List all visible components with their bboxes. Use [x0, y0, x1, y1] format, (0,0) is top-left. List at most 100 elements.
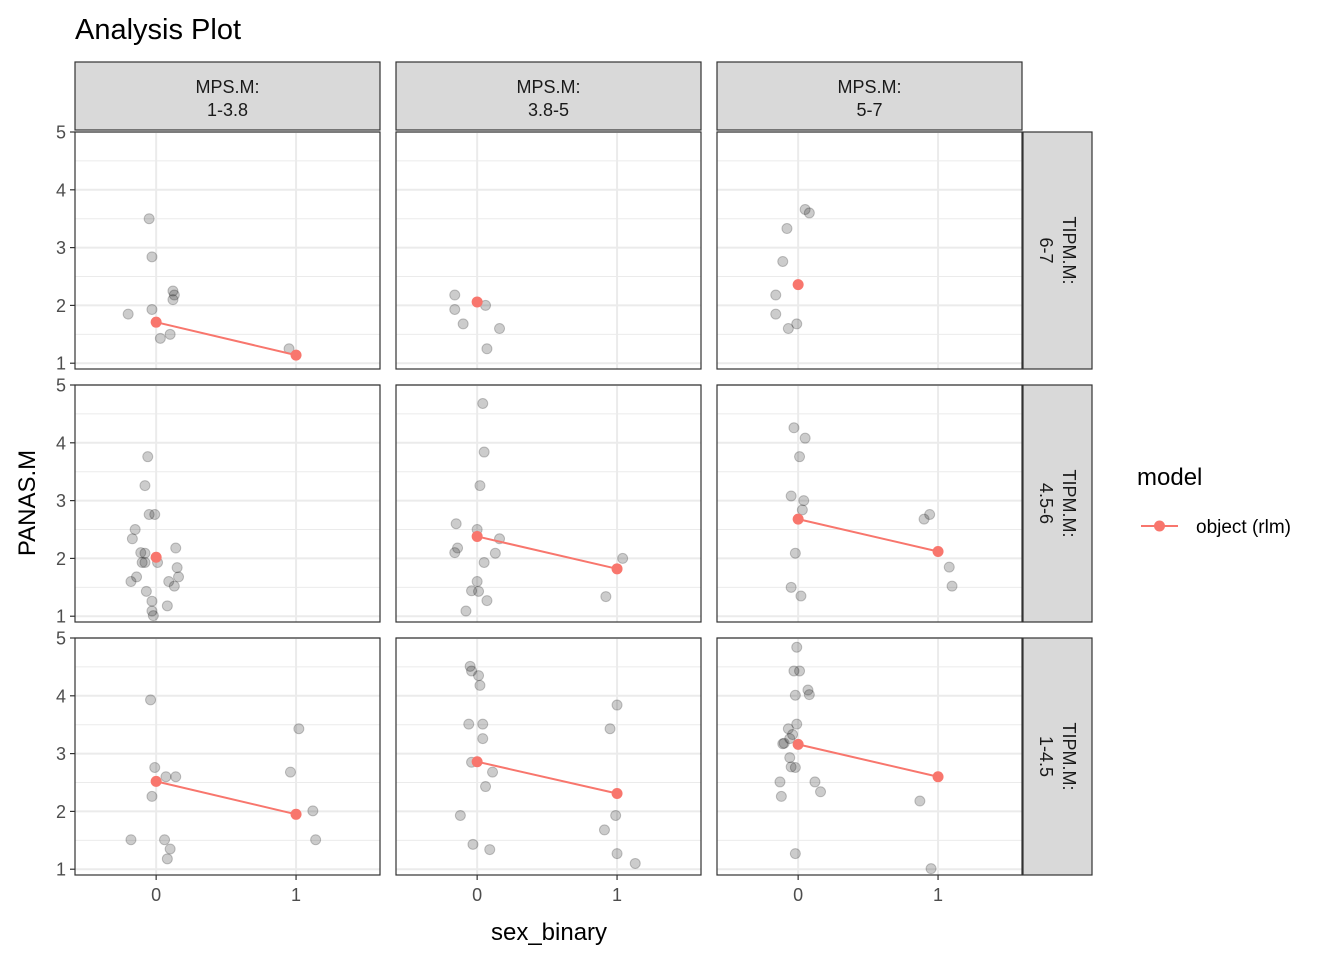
- data-point: [449, 289, 461, 301]
- column-strip-label: 3.8-5: [528, 100, 569, 120]
- model-point: [290, 349, 302, 361]
- legend-entry-label: object (rlm): [1196, 517, 1291, 538]
- x-tick-label: 1: [933, 885, 943, 905]
- y-tick-label: 1: [56, 860, 66, 880]
- data-point: [781, 223, 793, 235]
- row-strip: [1022, 131, 1093, 370]
- panel: [716, 131, 1023, 370]
- data-point: [799, 203, 811, 215]
- x-tick-label: 1: [291, 885, 301, 905]
- data-point: [802, 684, 814, 696]
- data-point: [136, 556, 148, 568]
- panel: [716, 637, 1023, 876]
- data-point: [449, 547, 461, 559]
- model-point: [792, 513, 804, 525]
- data-point: [146, 790, 158, 802]
- data-point: [925, 863, 937, 875]
- data-point: [307, 805, 319, 817]
- data-point: [481, 595, 493, 607]
- y-tick-label: 4: [56, 433, 66, 453]
- column-strip: [74, 61, 381, 131]
- data-point: [146, 605, 158, 617]
- data-point: [140, 585, 152, 597]
- panel-background: [717, 132, 1022, 369]
- data-point: [167, 294, 179, 306]
- data-point: [774, 776, 786, 788]
- data-point: [784, 752, 796, 764]
- panel-border: [74, 384, 381, 623]
- legend-title: model: [1137, 464, 1202, 491]
- data-point: [803, 207, 815, 219]
- model-point: [611, 787, 623, 799]
- panel: [395, 637, 702, 876]
- data-point: [159, 834, 171, 846]
- data-point: [460, 605, 472, 617]
- panel-border: [716, 131, 1023, 370]
- data-point: [789, 848, 801, 860]
- data-point: [918, 513, 930, 525]
- model-point: [932, 771, 944, 783]
- row-strip-label: 6-7: [1036, 237, 1056, 263]
- panel: [395, 384, 702, 623]
- data-point: [167, 285, 179, 297]
- data-point: [785, 761, 797, 773]
- y-tick-label: 5: [56, 629, 66, 649]
- data-point: [791, 641, 803, 653]
- data-point: [164, 843, 176, 855]
- data-point: [168, 580, 180, 592]
- data-point: [770, 289, 782, 301]
- data-point: [798, 495, 810, 507]
- data-point: [161, 853, 173, 865]
- legend: model object (rlm): [1137, 464, 1291, 538]
- data-point: [477, 718, 489, 730]
- data-point: [785, 581, 797, 593]
- panel-background: [75, 638, 380, 875]
- data-point: [474, 679, 486, 691]
- model-point: [471, 296, 483, 308]
- data-point: [782, 723, 794, 735]
- data-point: [914, 795, 926, 807]
- data-point: [791, 318, 803, 330]
- data-point: [164, 328, 176, 340]
- panel: [74, 384, 381, 623]
- data-point: [487, 766, 499, 778]
- data-point: [464, 660, 476, 672]
- data-point: [478, 446, 490, 458]
- data-point: [142, 451, 154, 463]
- data-point: [611, 699, 623, 711]
- data-point: [943, 561, 955, 573]
- data-point: [146, 595, 158, 607]
- legend-key-point: [1154, 520, 1165, 532]
- panel-background: [396, 385, 701, 622]
- chart-title: Analysis Plot: [75, 14, 241, 46]
- x-tick-label: 0: [151, 885, 161, 905]
- model-point: [792, 279, 804, 291]
- x-tick-label: 0: [472, 885, 482, 905]
- model-point: [150, 775, 162, 787]
- data-point: [473, 670, 485, 682]
- row-strip-label: TIPM.M:: [1059, 470, 1079, 538]
- model-line: [476, 535, 618, 570]
- data-point: [147, 610, 159, 622]
- data-point: [122, 308, 134, 320]
- y-tick-label: 3: [56, 744, 66, 764]
- data-point: [478, 556, 490, 568]
- strips: MPS.M:1-3.8MPS.M:3.8-5MPS.M:5-7TIPM.M:6-…: [74, 61, 1093, 876]
- data-point: [484, 844, 496, 856]
- data-point: [450, 518, 462, 530]
- model-point: [611, 563, 623, 575]
- data-point: [125, 576, 137, 588]
- data-point: [146, 303, 158, 315]
- column-strip-label: 5-7: [856, 100, 882, 120]
- data-point: [489, 547, 501, 559]
- column-strip-label: MPS.M:: [195, 77, 259, 97]
- data-point: [457, 318, 469, 330]
- data-point: [310, 834, 322, 846]
- data-point: [467, 838, 479, 850]
- data-point: [454, 809, 466, 821]
- panel-background: [75, 132, 380, 369]
- data-point: [143, 213, 155, 225]
- data-point: [149, 761, 161, 773]
- data-point: [163, 576, 175, 588]
